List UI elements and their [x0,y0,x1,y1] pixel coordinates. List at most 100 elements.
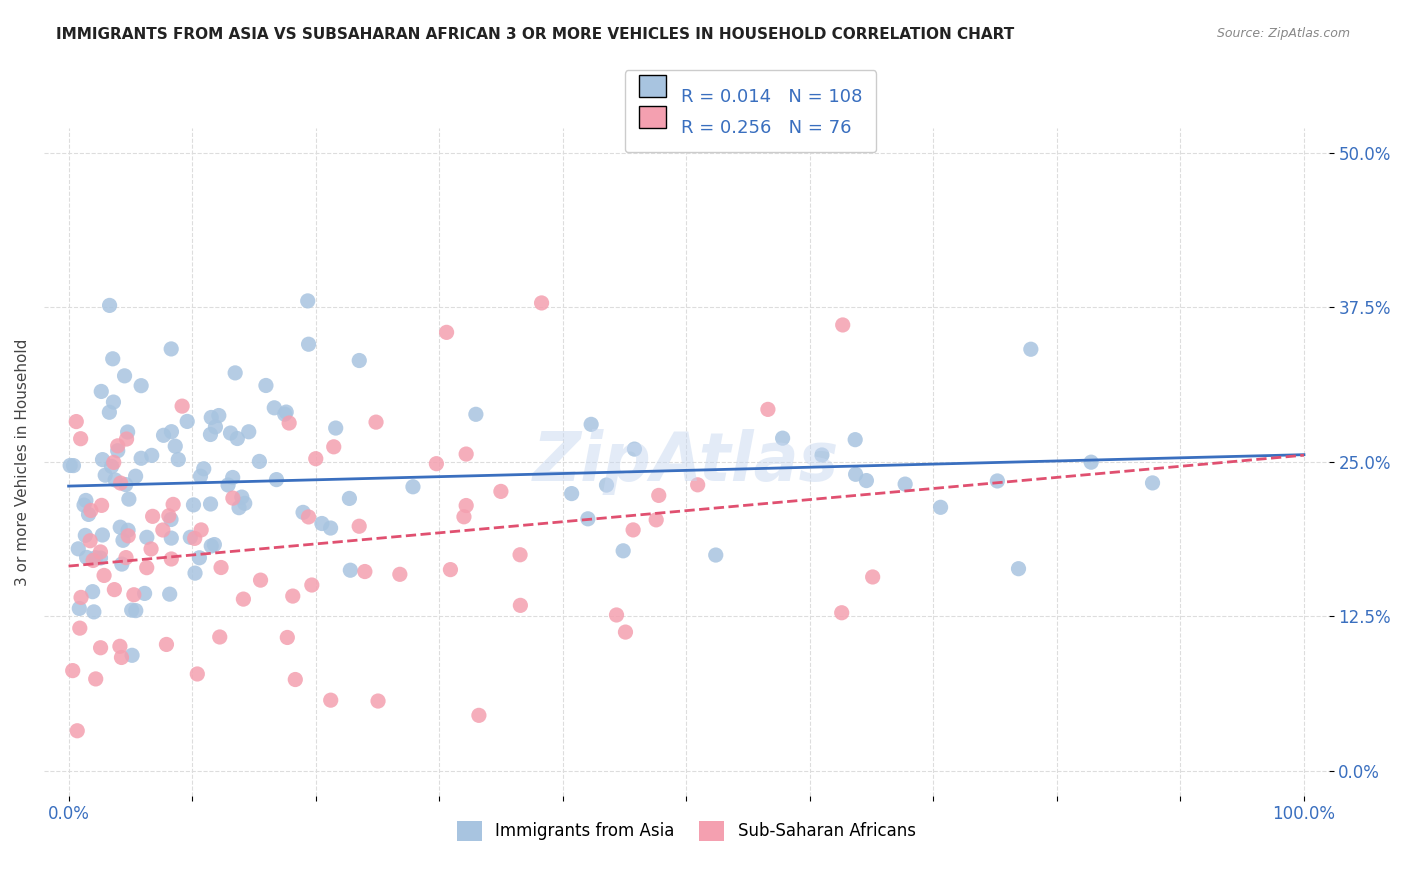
Point [855,474,877,488]
Point [179,530,201,544]
Point [121,603,143,617]
Point [107,439,129,453]
Point [94,468,117,483]
Point [704,548,727,562]
Point [605,607,627,622]
Point [263,401,285,415]
Point [124,469,146,483]
Point [141,449,163,463]
Point [134,586,156,600]
Point [176,414,198,428]
Point [75,493,97,508]
Point [645,513,668,527]
Point [117,529,139,543]
Point [103,395,125,409]
Point [425,457,447,471]
Point [91,528,114,542]
Point [301,578,323,592]
Point [84,550,107,565]
Point [100,459,122,474]
Point [190,469,212,483]
Point [208,630,231,644]
Point [186,667,208,681]
Point [247,454,270,468]
Point [202,537,225,551]
Point [456,499,478,513]
Point [297,293,319,308]
Point [111,557,134,571]
Point [612,544,634,558]
Point [297,510,319,524]
Point [69,432,91,446]
Point [190,523,212,537]
Point [436,326,458,340]
Point [183,532,205,546]
Point [367,694,389,708]
Point [152,523,174,537]
Point [623,442,645,456]
Point [82,584,104,599]
Point [160,552,183,566]
Point [276,405,298,419]
Point [200,427,222,442]
Point [204,420,226,434]
Point [402,480,425,494]
Point [231,490,253,504]
Point [772,431,794,445]
Point [107,443,129,458]
Point [1007,562,1029,576]
Point [82,553,104,567]
Point [152,428,174,442]
Point [110,650,132,665]
Point [686,478,709,492]
Point [388,567,411,582]
Point [281,589,304,603]
Point [90,384,112,399]
Point [238,425,260,439]
Point [200,410,222,425]
Point [614,625,637,640]
Point [322,440,344,454]
Point [114,368,136,383]
Point [929,500,952,515]
Point [530,296,553,310]
Point [115,550,138,565]
Point [266,473,288,487]
Point [756,402,779,417]
Point [139,541,162,556]
Point [364,415,387,429]
Point [208,409,231,423]
Point [155,637,177,651]
Point [254,378,277,392]
Point [222,491,245,505]
Point [117,425,139,439]
Point [167,452,190,467]
Point [811,448,834,462]
Point [160,512,183,526]
Point [439,563,461,577]
Point [219,425,242,440]
Text: Source: ZipAtlas.com: Source: ZipAtlas.com [1216,27,1350,40]
Point [509,548,531,562]
Point [319,521,342,535]
Point [278,416,301,430]
Point [160,531,183,545]
Point [103,582,125,597]
Point [98,405,121,419]
Point [595,478,617,492]
Point [188,550,211,565]
Point [162,497,184,511]
Point [172,399,194,413]
Point [845,467,868,482]
Point [111,533,134,548]
Point [986,474,1008,488]
Point [89,545,111,559]
Point [284,673,307,687]
Point [226,432,249,446]
Point [232,592,254,607]
Point [468,708,491,723]
Point [464,407,486,421]
Point [354,565,377,579]
Point [89,551,111,566]
Point [93,568,115,582]
